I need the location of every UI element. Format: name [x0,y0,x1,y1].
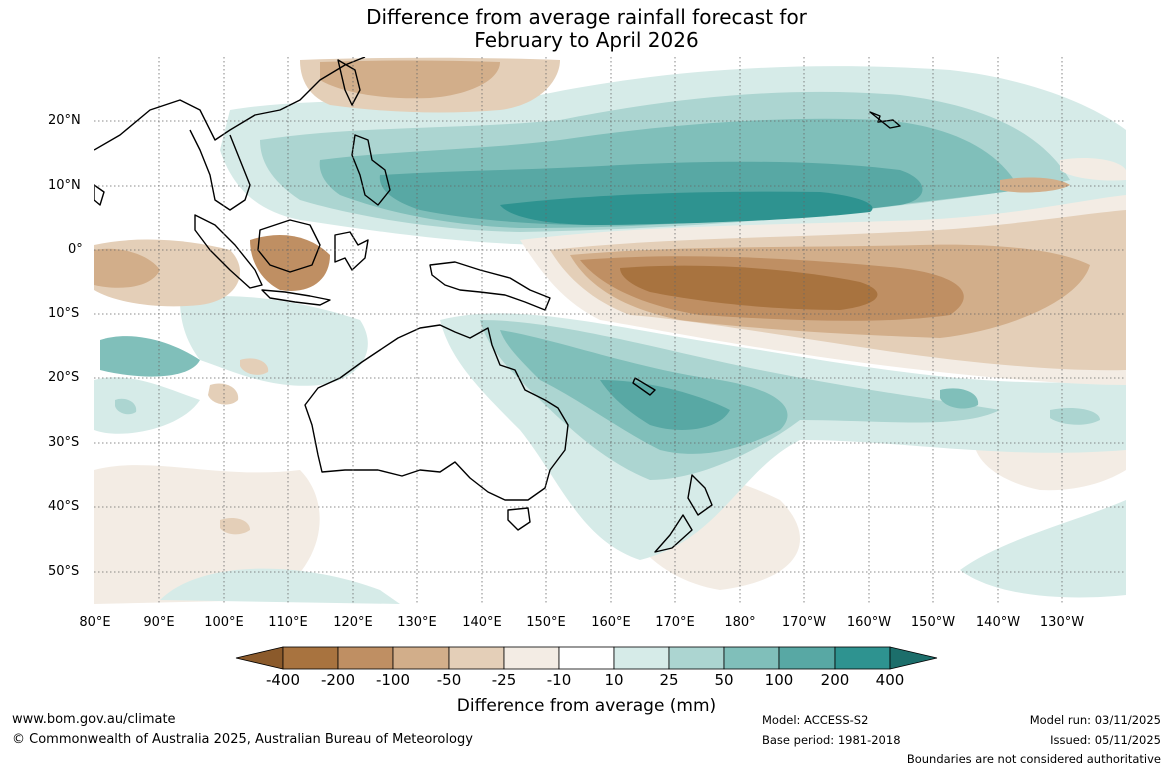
lon-label: 120°E [333,615,373,630]
lat-label: 0° [68,242,83,257]
new-guinea-coastline [429,261,551,311]
lat-label: 50°S [48,564,80,579]
colorbar-swatch-5 [503,646,560,670]
java-coastline [261,289,331,306]
australia-coastline [304,324,569,501]
colorbar-swatch-3 [392,646,450,670]
lat-label: 10°S [48,306,80,321]
lon-label: 160°W [846,615,892,630]
colorbar-label: 200 [820,671,850,689]
map-title-line-1: Difference from average rainfall forecas… [366,5,807,29]
lon-label: 90°E [143,615,175,630]
philippines-coastline [351,134,391,206]
asia-mainland-coastline [94,57,366,211]
sumatra-coastline [194,214,263,289]
colorbar-label: -400 [265,671,301,689]
colorbar-label: -50 [436,671,462,689]
footer-copyright: © Commonwealth of Australia 2025, Austra… [12,732,473,747]
lon-label: 130°E [397,615,437,630]
lon-label: 110°E [268,615,308,630]
colorbar-swatch-1 [282,646,339,670]
lat-label: 40°S [48,499,80,514]
lat-label: 20°N [48,113,81,128]
sulawesi-coastline [334,231,369,271]
colorbar-title: Difference from average (mm) [456,696,717,716]
colorbar-label: -100 [375,671,411,689]
lat-label: 10°N [48,178,81,193]
lon-label: 170°E [655,615,695,630]
colorbar-label: -25 [491,671,517,689]
sri-lanka-coastline [94,184,105,206]
anomaly-shading-south-pacific [100,296,1126,560]
new-caledonia-coastline [632,377,656,396]
graticule [94,57,1126,604]
colorbar-swatch-9 [723,646,780,670]
lon-label: 130°W [1039,615,1085,630]
new-zealand-south-coastline [654,514,693,553]
colorbar-swatch-0 [235,646,284,670]
colorbar-label: -200 [320,671,356,689]
colorbar-swatch-2 [337,646,394,670]
colorbar-label: 400 [875,671,905,689]
colorbar-swatch-12 [889,646,938,670]
colorbar-label: 10 [604,671,624,689]
lat-label: 30°S [48,435,80,450]
anomaly-shading-north-pacific [220,66,1126,245]
colorbar [235,646,938,670]
footer-model-run: Model run: 03/11/2025 [1029,713,1161,727]
colorbar-label: 100 [764,671,794,689]
colorbar-swatch-4 [448,646,505,670]
footer-disclaimer: Boundaries are not considered authoritat… [906,752,1161,766]
lon-label: 150°E [526,615,566,630]
footer-issued: Issued: 05/11/2025 [1050,733,1161,747]
lon-label: 180° [724,615,756,630]
colorbar-swatch-10 [778,646,836,670]
colorbar-label: 50 [714,671,734,689]
tasmania-coastline [507,507,531,531]
colorbar-swatch-6 [558,646,615,670]
hawaii-coastline [869,111,901,129]
map-title-line-2: February to April 2026 [474,28,699,52]
coastlines [94,57,901,553]
colorbar-swatch-8 [668,646,725,670]
lon-label: 80°E [79,615,111,630]
colorbar-label: 25 [659,671,679,689]
japan-coastline [337,59,361,106]
colorbar-swatch-11 [834,646,891,670]
colorbar-swatch-7 [613,646,670,670]
lon-label: 140°E [462,615,502,630]
footer-model: Model: ACCESS-S2 [762,713,869,727]
lon-label: 150°W [910,615,956,630]
borneo-coastline [257,219,321,273]
colorbar-label: -10 [546,671,572,689]
lat-label: 20°S [48,370,80,385]
footer-url: www.bom.gov.au/climate [12,712,176,727]
footer-base-period: Base period: 1981-2018 [762,733,901,747]
anomaly-shading-patches [115,158,1126,535]
lon-label: 140°W [975,615,1021,630]
lon-label: 160°E [591,615,631,630]
new-zealand-north-coastline [687,474,713,516]
lon-label: 100°E [204,615,244,630]
lon-label: 170°W [781,615,827,630]
